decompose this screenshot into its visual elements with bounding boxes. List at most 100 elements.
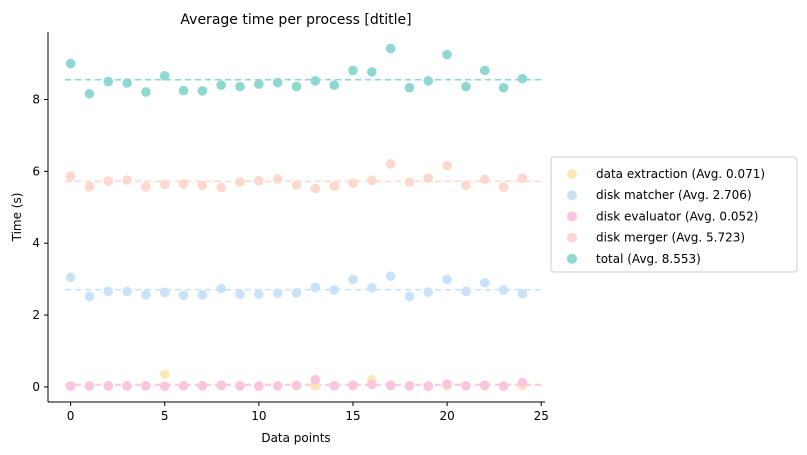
data-point-s4-1	[84, 88, 95, 99]
data-point-s2-8	[216, 380, 226, 390]
data-point-s4-18	[404, 82, 415, 93]
data-point-s2-18	[404, 381, 415, 391]
data-point-s4-4	[141, 87, 151, 97]
data-point-s2-22	[479, 380, 490, 390]
data-point-s1-0	[65, 272, 76, 283]
data-point-s3-18	[404, 177, 415, 187]
data-point-s4-9	[235, 81, 245, 92]
data-point-s4-10	[254, 79, 264, 89]
data-point-s1-5	[159, 287, 170, 298]
data-point-s1-19	[423, 287, 434, 297]
data-point-s2-24	[517, 377, 528, 388]
data-point-s2-16	[367, 379, 377, 390]
data-point-s1-13	[310, 282, 321, 293]
data-point-s3-7	[197, 180, 208, 191]
y-tick-label-4: 4	[32, 236, 40, 250]
data-point-s2-7	[197, 381, 208, 391]
data-point-s3-0	[65, 171, 76, 181]
data-point-s3-19	[423, 173, 434, 184]
data-point-s4-5	[159, 71, 170, 81]
data-point-s1-12	[291, 287, 302, 298]
x-tick-label-25: 25	[534, 409, 549, 423]
plot-area: 0 5 10 15 20 25 0 2 4 6 8	[32, 32, 549, 423]
data-point-s3-2	[103, 176, 114, 186]
data-point-s3-15	[348, 178, 358, 189]
data-point-s3-17	[385, 159, 396, 169]
data-point-s4-19	[423, 76, 434, 86]
data-point-s3-10	[254, 175, 264, 186]
data-point-s0-5	[159, 369, 170, 380]
data-point-s4-15	[348, 65, 358, 76]
data-point-s1-23	[498, 285, 509, 295]
data-point-s2-10	[254, 381, 264, 391]
data-point-s2-5	[159, 381, 170, 391]
data-point-s4-11	[272, 77, 283, 88]
data-point-s3-5	[159, 179, 170, 190]
data-point-s4-24	[517, 73, 528, 84]
data-point-s4-22	[479, 65, 490, 76]
data-point-s4-7	[197, 86, 208, 96]
data-point-s2-21	[461, 381, 471, 391]
data-point-s2-11	[272, 381, 283, 391]
legend-marker-4	[567, 253, 577, 264]
data-point-s2-9	[235, 381, 245, 391]
legend-label-2: disk evaluator (Avg. 0.052)	[596, 209, 758, 223]
data-point-s2-17	[385, 380, 396, 390]
x-tick-label-0: 0	[67, 409, 75, 423]
data-point-s4-14	[329, 80, 339, 90]
data-point-s1-11	[272, 288, 283, 298]
data-point-s1-14	[329, 285, 339, 295]
legend-label-0: data extraction (Avg. 0.071)	[596, 167, 765, 181]
data-point-s3-24	[517, 173, 528, 184]
data-point-s1-21	[461, 286, 471, 297]
data-point-s1-20	[442, 274, 452, 285]
data-point-s4-13	[310, 76, 321, 86]
data-point-s4-0	[65, 58, 76, 69]
data-point-s3-13	[310, 183, 321, 194]
data-point-s1-17	[385, 271, 396, 282]
data-point-s2-0	[65, 381, 76, 391]
data-point-s4-23	[498, 82, 509, 93]
data-point-s1-9	[235, 289, 245, 300]
data-point-s2-4	[141, 381, 151, 391]
data-point-s2-1	[84, 381, 95, 391]
data-point-s4-20	[442, 49, 452, 60]
legend-label-1: disk matcher (Avg. 2.706)	[596, 188, 752, 202]
data-point-s1-4	[141, 290, 151, 300]
data-point-s2-15	[348, 380, 358, 390]
x-tick-label-15: 15	[345, 409, 360, 423]
data-point-s4-17	[385, 43, 396, 54]
legend-marker-3	[567, 232, 577, 243]
x-tick-label-5: 5	[161, 409, 169, 423]
data-point-s2-14	[329, 381, 339, 391]
data-point-s4-8	[216, 80, 226, 90]
data-point-s4-2	[103, 76, 114, 87]
legend-label-3: disk merger (Avg. 5.723)	[596, 231, 745, 245]
x-tick-label-10: 10	[251, 409, 266, 423]
data-point-s4-6	[178, 85, 189, 96]
y-tick-label-0: 0	[32, 380, 40, 394]
data-point-s1-18	[404, 291, 415, 302]
data-point-s2-3	[122, 381, 132, 391]
data-point-s1-3	[122, 286, 132, 297]
chart-title: Average time per process [dtitle]	[180, 12, 411, 28]
data-point-s1-1	[84, 291, 95, 302]
data-point-s3-21	[461, 180, 471, 191]
y-tick-label-6: 6	[32, 164, 40, 178]
data-point-s3-14	[329, 181, 339, 191]
data-point-s1-6	[178, 290, 189, 301]
data-point-s1-8	[216, 283, 226, 294]
data-point-s4-16	[367, 67, 377, 77]
data-point-s4-12	[291, 81, 302, 92]
data-point-s2-12	[291, 380, 302, 390]
data-point-s1-10	[254, 289, 264, 300]
legend-marker-0	[567, 169, 577, 179]
data-point-s3-22	[479, 174, 490, 185]
data-point-s1-16	[367, 282, 377, 293]
data-point-s2-6	[178, 381, 189, 391]
data-point-s1-24	[517, 289, 528, 299]
data-point-s1-2	[103, 286, 114, 297]
data-point-s3-23	[498, 182, 509, 192]
y-tick-label-2: 2	[32, 308, 40, 322]
